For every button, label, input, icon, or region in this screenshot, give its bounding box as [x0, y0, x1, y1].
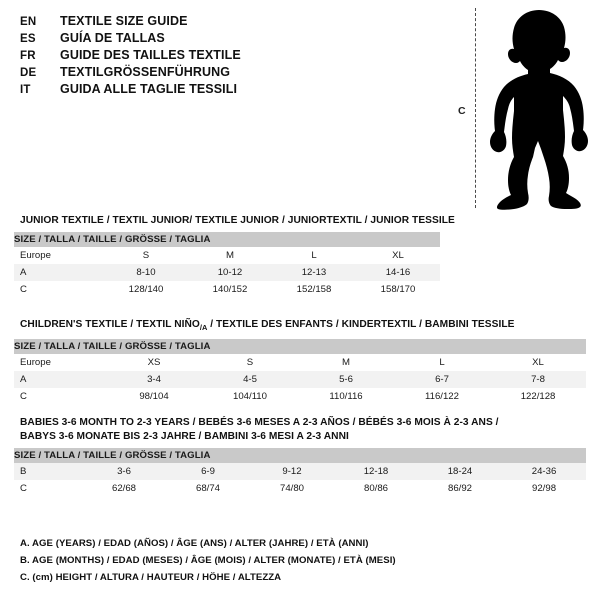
cell: 3-4: [106, 371, 202, 389]
cell: XS: [147, 357, 161, 369]
height-measure-dashed-line: [475, 8, 476, 208]
language-code: IT: [20, 84, 31, 96]
toddler-silhouette-icon: [490, 10, 588, 210]
junior-section-title: JUNIOR TEXTILE / TEXTIL JUNIOR/ TEXTILE …: [20, 215, 455, 226]
row-label: C: [20, 391, 27, 403]
row-label: C: [20, 483, 27, 494]
cell: 92/98: [532, 483, 557, 494]
cell: M: [226, 250, 234, 261]
babies-textile-section: BABIES 3-6 MONTH TO 2-3 YEARS / BEBÉS 3-…: [14, 416, 587, 497]
babies-section-title-line2: BABYS 3-6 MONATE BIS 2-3 JAHRE / BAMBINI…: [20, 431, 349, 442]
cell: S: [142, 250, 150, 261]
cell: 10-12: [188, 264, 272, 281]
height-figure-panel: C: [450, 0, 600, 215]
children-size-bar-row: SIZE / TALLA / TAILLE / GRÖSSE / TAGLIA: [14, 339, 587, 355]
cell: 116/122: [425, 391, 459, 403]
row-label: B: [14, 463, 82, 480]
language-title: GUIDA ALLE TAGLIE TESSILI: [60, 82, 238, 96]
junior-size-table: SIZE / TALLA / TAILLE / GRÖSSE / TAGLIA …: [14, 232, 440, 298]
cell: 110/116: [329, 391, 363, 403]
table-row: C 128/140 140/152 152/158 158/170: [14, 281, 440, 298]
junior-size-bar-row: SIZE / TALLA / TAILLE / GRÖSSE / TAGLIA: [14, 232, 440, 247]
language-title: TEXTILE SIZE GUIDE: [60, 14, 188, 28]
language-header: EN TEXTILE SIZE GUIDE ES GUÍA DE TALLAS FR GU…: [20, 14, 420, 99]
children-section-title: CHILDREN'S TEXTILE / TEXTIL NIÑO/A / TEX…: [20, 318, 586, 335]
babies-size-bar-row: SIZE / TALLA / TAILLE / GRÖSSE / TAGLIA: [14, 448, 587, 463]
children-title-pre: CHILDREN'S TEXTILE / TEXTIL NIÑO: [20, 319, 200, 330]
row-label: Europe: [20, 357, 51, 369]
table-row: C 98/104 104/110 110/116 116/122 122/128: [14, 388, 586, 405]
cell: 14-16: [356, 264, 440, 281]
cell: 18-24: [418, 463, 502, 480]
cell: 8-10: [104, 264, 188, 281]
junior-size-bar-label: SIZE / TALLA / TAILLE / GRÖSSE / TAGLIA: [14, 232, 440, 247]
cell: 80/86: [363, 483, 388, 494]
babies-size-table: SIZE / TALLA / TAILLE / GRÖSSE / TAGLIA …: [14, 448, 587, 497]
language-row: DE TEXTILGRÖSSENFÜHRUNG: [20, 65, 420, 82]
language-code: ES: [20, 33, 36, 45]
legend-line-b: B. AGE (MONTHS) / EDAD (MESES) / ÂGE (MO…: [20, 555, 396, 566]
cell: XL: [532, 357, 544, 369]
table-row: A 8-10 10-12 12-13 14-16: [14, 264, 440, 281]
language-row: EN TEXTILE SIZE GUIDE: [20, 14, 420, 31]
cell: 9-12: [250, 463, 334, 480]
babies-section-title-line1: BABIES 3-6 MONTH TO 2-3 YEARS / BEBÉS 3-…: [20, 417, 499, 428]
cell: 62/68: [111, 483, 136, 494]
measurement-legend: A. AGE (YEARS) / EDAD (AÑOS) / ÂGE (ANS)…: [20, 535, 500, 586]
language-row: IT GUIDA ALLE TAGLIE TESSILI: [20, 82, 420, 99]
cell: 6-7: [394, 371, 490, 389]
cell: 5-6: [298, 371, 394, 389]
children-size-table: SIZE / TALLA / TAILLE / GRÖSSE / TAGLIA …: [14, 339, 587, 405]
row-label: C: [20, 284, 27, 295]
language-title: TEXTILGRÖSSENFÜHRUNG: [60, 65, 231, 79]
measure-label-c: C: [458, 105, 466, 117]
cell: M: [342, 357, 350, 369]
table-row: Europe XS S M L XL: [14, 354, 586, 371]
language-title: GUIDE DES TAILLES TEXTILE: [60, 48, 241, 62]
row-label: A: [14, 371, 106, 389]
cell: 158/170: [380, 284, 416, 295]
cell: 12-13: [272, 264, 356, 281]
cell: 68/74: [195, 483, 220, 494]
junior-textile-section: JUNIOR TEXTILE / TEXTIL JUNIOR/ TEXTILE …: [14, 214, 455, 298]
row-label: Europe: [20, 250, 51, 261]
legend-line-a: A. AGE (YEARS) / EDAD (AÑOS) / ÂGE (ANS)…: [20, 538, 369, 549]
cell: S: [246, 357, 254, 369]
table-row: C 62/68 68/74 74/80 80/86 86/92 92/98: [14, 480, 586, 497]
language-code: DE: [20, 67, 37, 79]
cell: 7-8: [490, 371, 587, 389]
table-row: Europe S M L XL: [14, 247, 440, 264]
language-row: FR GUIDE DES TAILLES TEXTILE: [20, 48, 420, 65]
children-textile-section: CHILDREN'S TEXTILE / TEXTIL NIÑO/A / TEX…: [14, 318, 587, 405]
cell: 6-9: [166, 463, 250, 480]
cell: 104/110: [233, 391, 267, 403]
cell: 152/158: [296, 284, 332, 295]
cell: L: [439, 357, 445, 369]
row-label: A: [14, 264, 104, 281]
cell: 12-18: [334, 463, 418, 480]
children-title-post: / TEXTILE DES ENFANTS / KINDERTEXTIL / B…: [207, 319, 515, 330]
cell: 98/104: [139, 391, 169, 403]
children-size-bar-label: SIZE / TALLA / TAILLE / GRÖSSE / TAGLIA: [14, 339, 587, 355]
cell: 74/80: [279, 483, 304, 494]
cell: 140/152: [212, 284, 248, 295]
cell: L: [311, 250, 317, 261]
legend-line-c: C. (cm) HEIGHT / ALTURA / HAUTEUR / HÖHE…: [20, 572, 282, 583]
language-code: FR: [20, 50, 36, 62]
cell: XL: [392, 250, 404, 261]
cell: 3-6: [82, 463, 166, 480]
language-row: ES GUÍA DE TALLAS: [20, 31, 420, 48]
babies-size-bar-label: SIZE / TALLA / TAILLE / GRÖSSE / TAGLIA: [14, 448, 587, 463]
cell: 122/128: [520, 391, 556, 403]
table-row: A 3-4 4-5 5-6 6-7 7-8: [14, 371, 587, 389]
cell: 128/140: [128, 284, 164, 295]
table-row: B 3-6 6-9 9-12 12-18 18-24 24-36: [14, 463, 587, 480]
cell: 4-5: [202, 371, 298, 389]
children-title-sub: /A: [199, 323, 208, 333]
cell: 86/92: [447, 483, 472, 494]
language-code: EN: [20, 16, 37, 28]
language-title: GUÍA DE TALLAS: [60, 31, 165, 45]
cell: 24-36: [502, 463, 587, 480]
